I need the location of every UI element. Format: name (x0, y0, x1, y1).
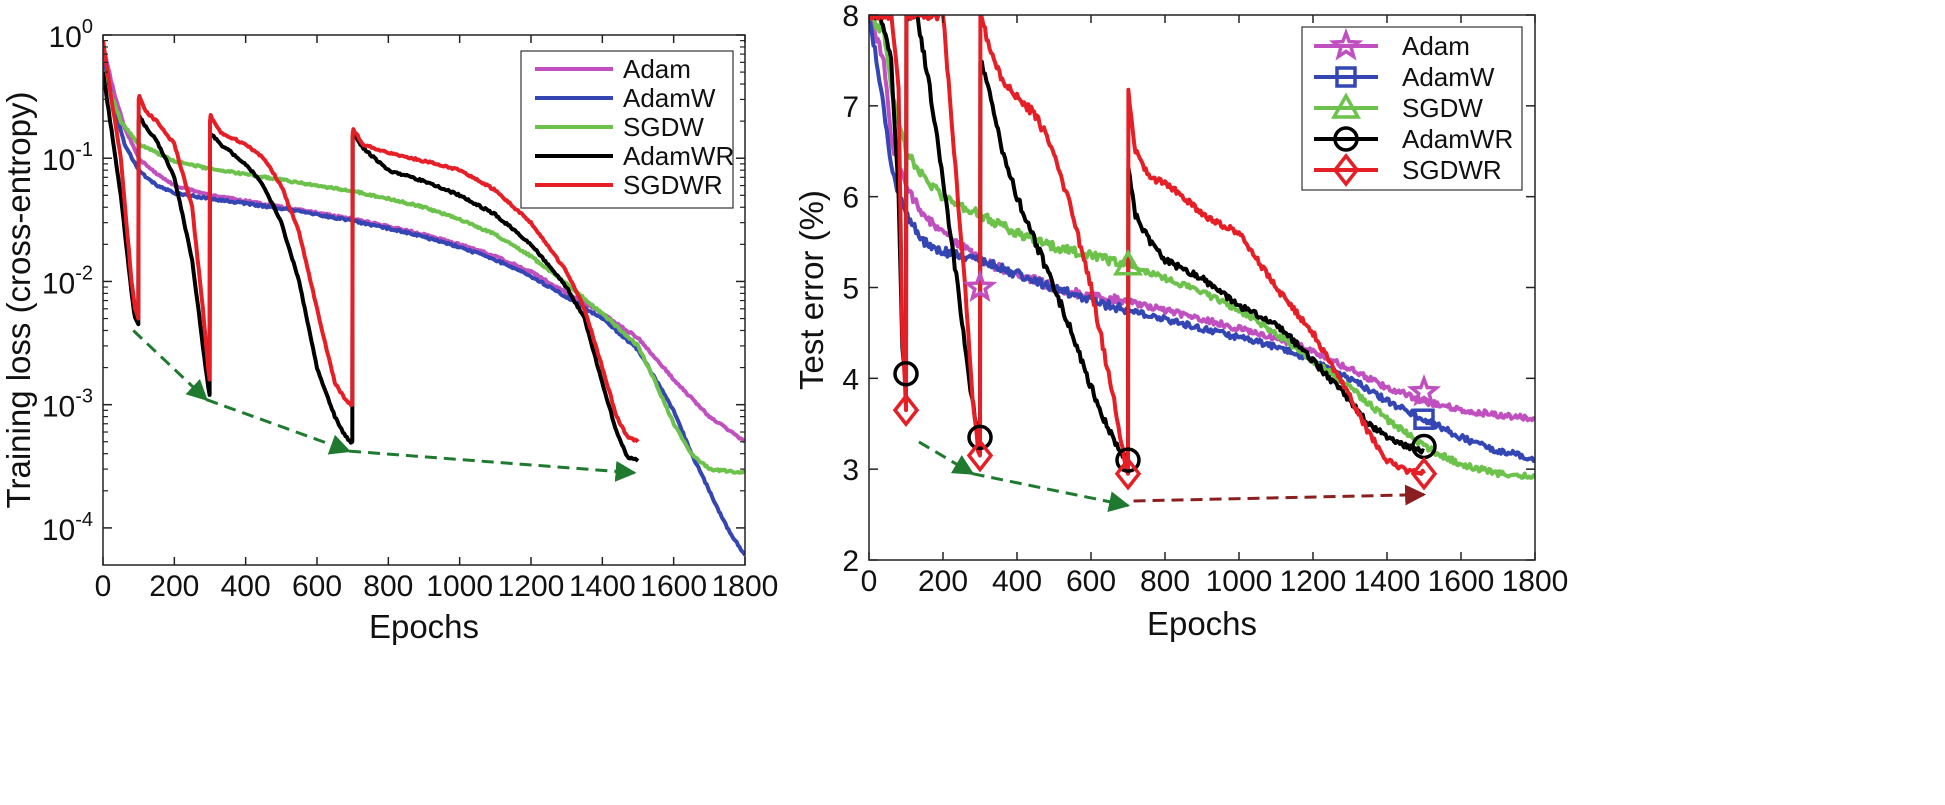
y-tick-label: 6 (842, 182, 859, 215)
x-tick-label: 1600 (640, 570, 707, 603)
x-tick-label: 1200 (1280, 565, 1347, 598)
x-tick-label: 1200 (498, 570, 565, 603)
x-tick-label: 800 (363, 570, 413, 603)
test-error-chart: 0 200 400 600 800 1000 1200 1400 1600 1800 2 3 4 5 6 7 8… (793, 0, 1568, 642)
x-tick-label: 0 (95, 570, 112, 603)
legend-marker-sgdwr (1332, 153, 1360, 187)
x-tick-label: 0 (861, 565, 878, 598)
restart-arrow (972, 472, 1131, 512)
legend-marker-adamw (1335, 66, 1357, 88)
y-tick-label: 7 (842, 91, 859, 124)
legend-marker-adam (1328, 27, 1364, 61)
legend-label-adamwr: AdamWR (623, 141, 734, 171)
legend-label-adam: Adam (623, 54, 691, 84)
x-tick-label: 400 (221, 570, 271, 603)
y-tick-label: 5 (842, 273, 859, 306)
series-group (869, 15, 1535, 480)
x-axis-label: Epochs (1147, 605, 1257, 642)
series-line-adamwr (103, 71, 640, 463)
x-tick-label: 1000 (426, 570, 493, 603)
x-tick-label: 1800 (1502, 565, 1569, 598)
y-tick-label: 10-1 (42, 139, 93, 177)
marker-adamwr (893, 361, 919, 387)
marker-adam (1406, 374, 1442, 407)
x-tick-label: 1400 (1354, 565, 1421, 598)
y-tick-label: 10-2 (42, 262, 93, 300)
x-tick-label: 1800 (712, 570, 779, 603)
y-tick-label: 8 (842, 0, 859, 33)
restart-arrow (348, 449, 637, 482)
marker-adamw (1413, 408, 1435, 430)
marker-sgdwr (892, 393, 920, 427)
restart-arrow (918, 440, 975, 475)
x-tick-label: 1600 (1428, 565, 1495, 598)
legend-label-sgdwr: SGDWR (623, 170, 723, 200)
marker-sgdwr (966, 438, 994, 473)
marker-adamwr (1115, 447, 1141, 473)
y-tick-label: 3 (842, 454, 859, 487)
legend-label-sgdw: SGDW (623, 112, 704, 142)
x-tick-label: 600 (292, 570, 342, 603)
legend-marker-adamwr (1333, 126, 1359, 152)
x-axis-label: Epochs (369, 608, 479, 645)
x-tick-label: 1000 (1206, 565, 1273, 598)
x-tick-label: 400 (992, 565, 1042, 598)
x-tick-label: 200 (149, 570, 199, 603)
marker-adamwr (967, 424, 993, 451)
training-loss-chart: 0 200 400 600 800 1000 1200 1400 1600 1800 100 10-1… (0, 16, 778, 645)
restart-arrow (132, 329, 208, 402)
restart-arrow (1133, 484, 1427, 506)
series-group (103, 40, 745, 557)
legend-label-sgdw: SGDW (1402, 93, 1483, 123)
marker-sgdw (1112, 249, 1144, 276)
legend-label-sgdwr: SGDWR (1402, 155, 1502, 185)
x-tick-label: 200 (918, 565, 968, 598)
series-line-adamwr (869, 15, 1425, 463)
marker-adam (962, 269, 998, 303)
x-tick-label: 800 (1140, 565, 1190, 598)
y-axis-label: Test error (%) (793, 190, 830, 390)
legend-marker-sgdw (1330, 92, 1362, 119)
y-axis-label: Training loss (cross-entropy) (0, 92, 37, 509)
legend-label-adamwr: AdamWR (1402, 124, 1513, 154)
restart-arrow (205, 398, 352, 455)
legend-box (520, 50, 734, 209)
marker-sgdwr (1114, 456, 1142, 491)
x-tick-label: 1400 (569, 570, 636, 603)
series-line-sgdwr (103, 40, 640, 444)
legend-label-adamw: AdamW (1402, 62, 1495, 92)
y-tick-label: 10-4 (42, 509, 93, 547)
y-tick-label: 100 (49, 16, 94, 54)
y-tick-label: 10-3 (42, 386, 93, 424)
series-line-sgdwr (869, 15, 1426, 476)
legend-label-adam: Adam (1402, 31, 1470, 61)
y-tick-label: 2 (842, 545, 859, 578)
y-tick-label: 4 (842, 363, 859, 396)
x-tick-label: 600 (1066, 565, 1116, 598)
legend-label-adamw: AdamW (623, 83, 716, 113)
